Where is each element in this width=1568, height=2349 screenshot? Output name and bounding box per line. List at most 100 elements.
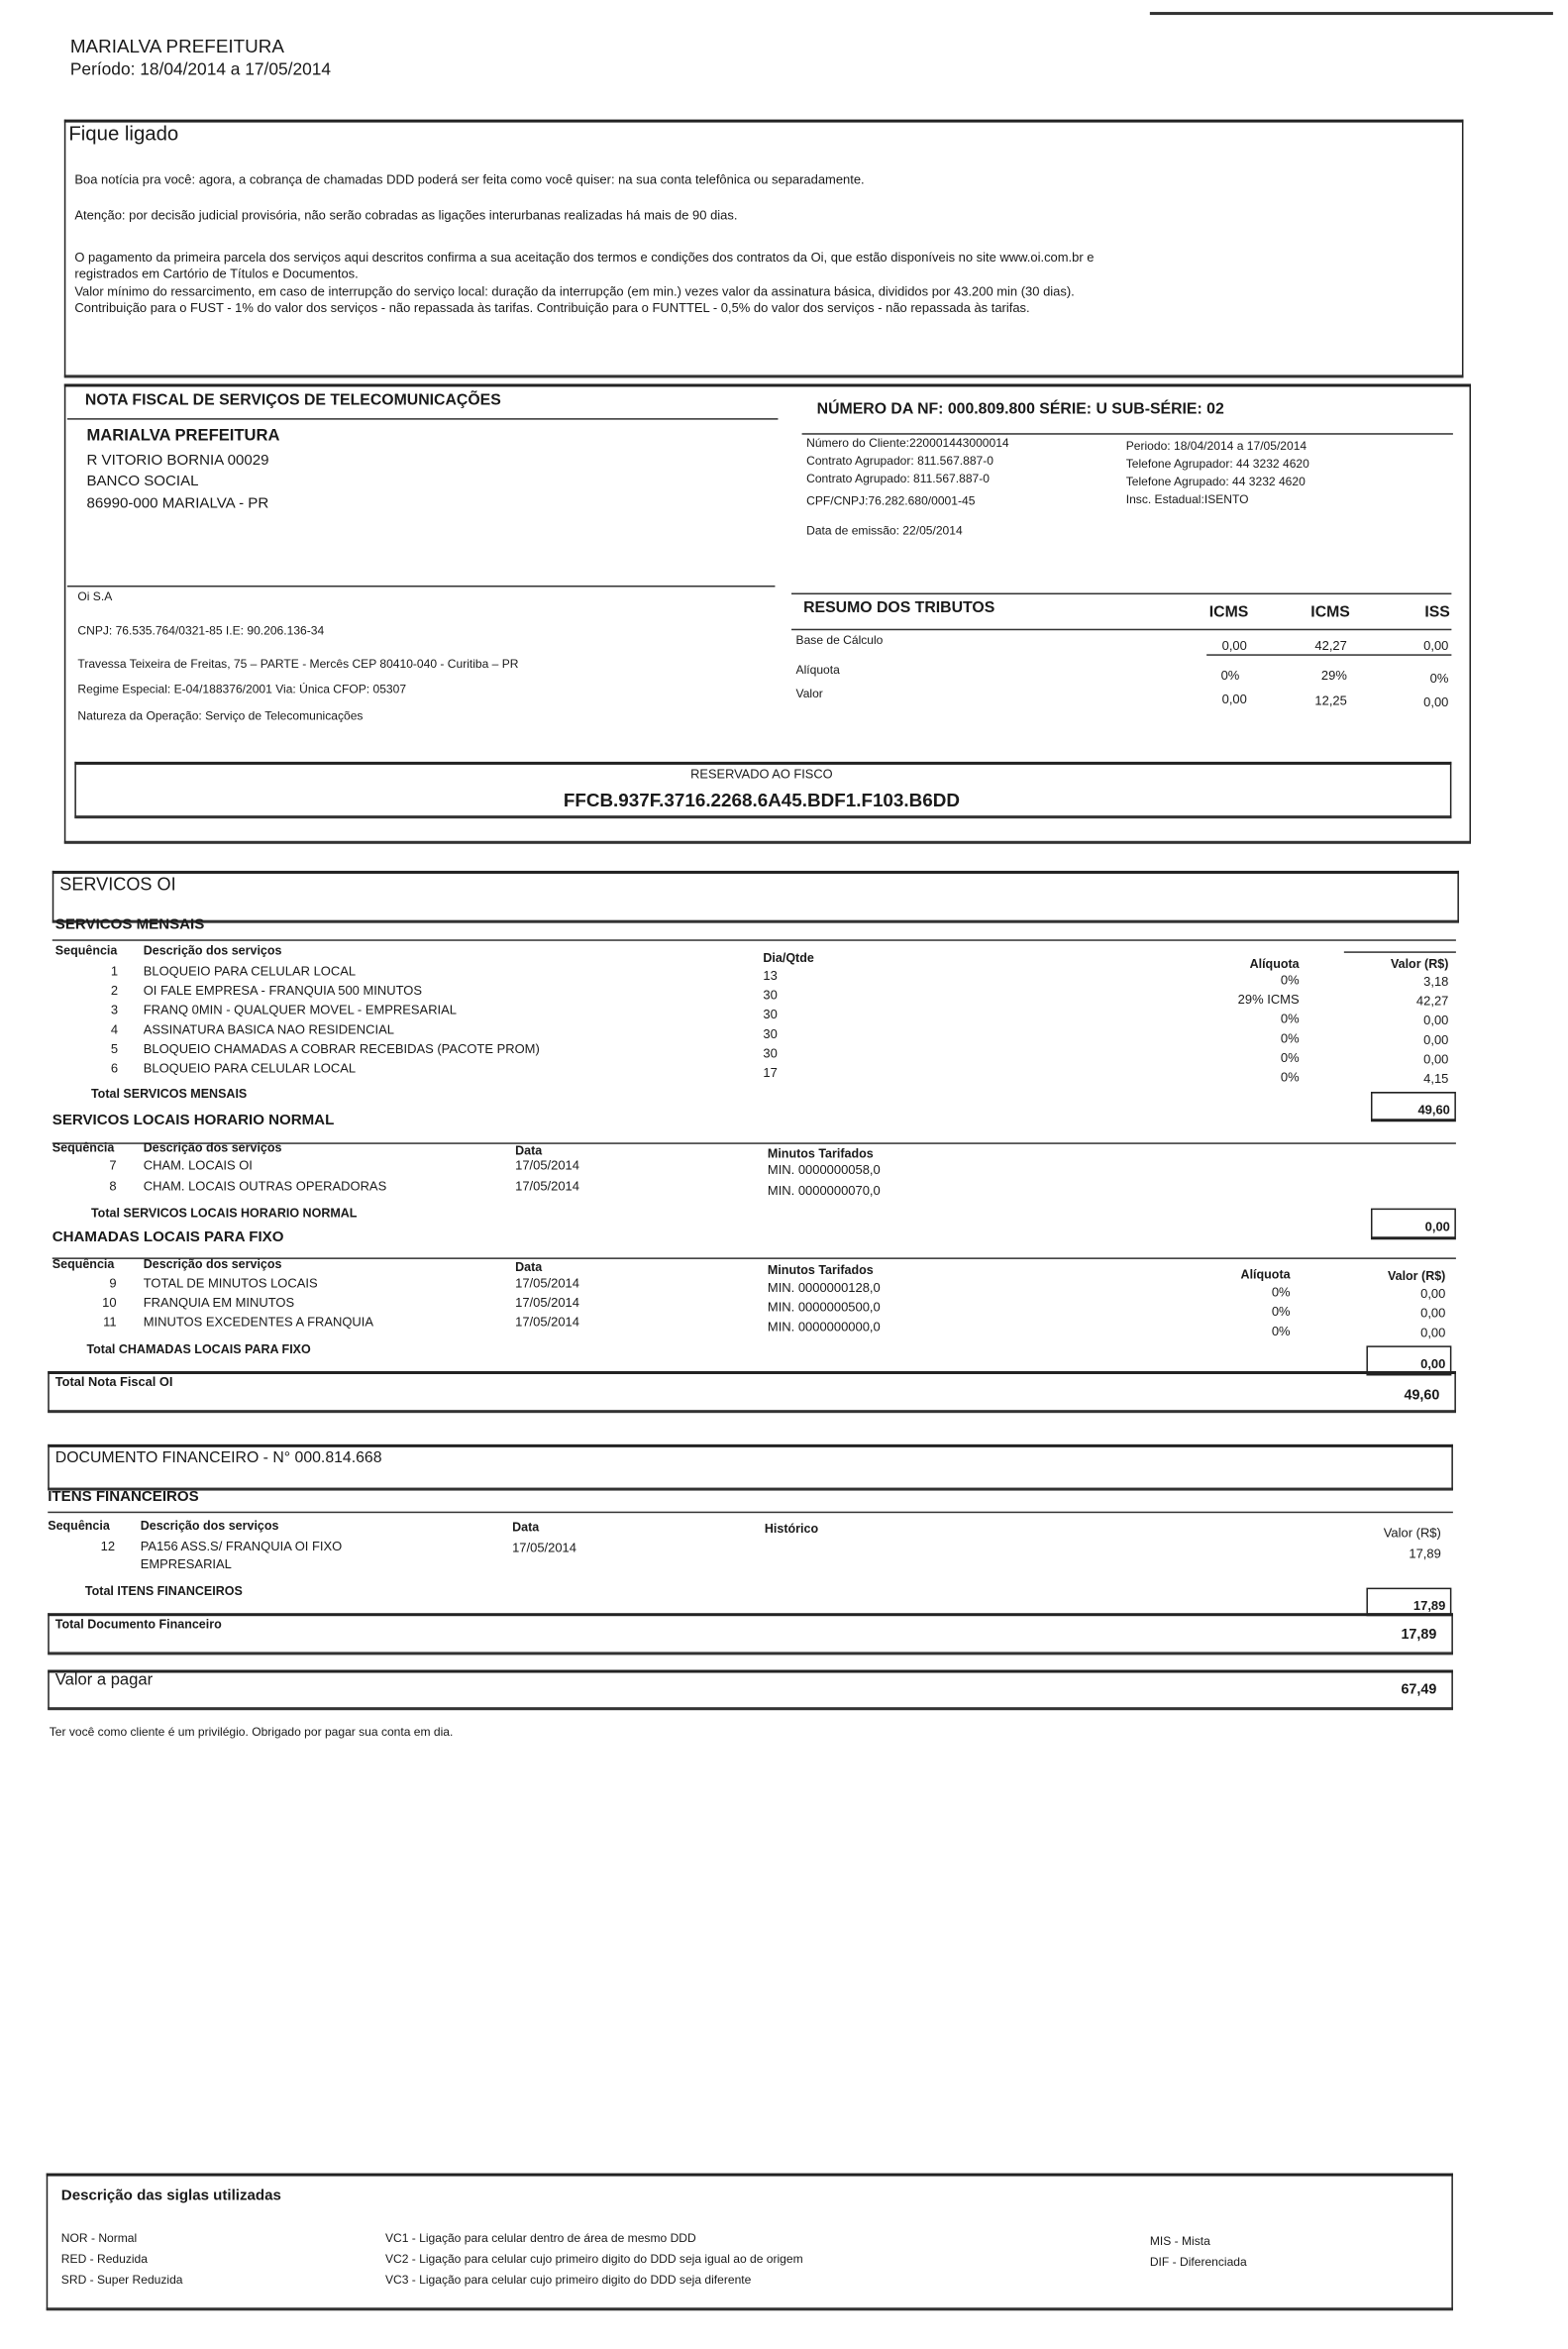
acronyms-title: Descrição das siglas utilizadas — [60, 2188, 281, 2205]
row-date: 17/05/2014 — [512, 1540, 576, 1555]
row-qty: 13 — [763, 967, 778, 984]
section-title: ITENS FINANCEIROS — [48, 1489, 199, 1506]
col-value: Valor (R$) — [1383, 1525, 1441, 1541]
nf-total-value: 49,60 — [1404, 1387, 1440, 1405]
row-value: 0,00 — [1423, 1031, 1449, 1047]
row-rate: 0% — [1271, 1304, 1291, 1320]
divider — [791, 592, 1452, 595]
phone-grouper: Telefone Agrupador: 44 3232 4620 — [1125, 457, 1309, 471]
divider — [52, 1142, 1456, 1144]
acronym: NOR - Normal — [60, 2231, 138, 2245]
acronym: VC3 - Ligação para celular cujo primeiro… — [384, 2273, 752, 2288]
row-desc: FRANQ 0MIN - QUALQUER MOVEL - EMPRESARIA… — [143, 1002, 458, 1017]
issue-date: Data de emissão: 22/05/2014 — [806, 524, 963, 538]
row-desc: PA156 ASS.S/ FRANQUIA OI FIXO — [140, 1538, 343, 1553]
col-history: Histórico — [764, 1520, 819, 1536]
row-qty: 17 — [763, 1064, 778, 1080]
row-desc: BLOQUEIO CHAMADAS A COBRAR RECEBIDAS (PA… — [143, 1040, 540, 1056]
col-date: Data — [515, 1142, 543, 1158]
fisco-code: FFCB.937F.3716.2268.6A45.BDF1.F103.B6DD — [563, 790, 960, 811]
row-date: 17/05/2014 — [515, 1177, 579, 1193]
row-desc: ASSINATURA BASICA NAO RESIDENCIAL — [143, 1021, 394, 1037]
acronym: SRD - Super Reduzida — [60, 2273, 183, 2288]
row-rate: 0% — [1271, 1284, 1291, 1300]
tax-value: 0,00 — [1221, 692, 1247, 707]
nota-fiscal-box — [63, 383, 1471, 844]
divider — [791, 628, 1452, 631]
row-desc: BLOQUEIO PARA CELULAR LOCAL — [143, 1060, 357, 1076]
notice-title: Fique ligado — [68, 122, 179, 146]
fisco-box — [74, 761, 1452, 819]
row-desc: CHAM. LOCAIS OI — [143, 1157, 253, 1173]
tax-value: 0,00 — [1423, 694, 1449, 710]
row-qty: 30 — [763, 987, 778, 1003]
row-rate: 0% — [1280, 1069, 1300, 1085]
row-seq: 5 — [110, 1040, 119, 1056]
row-value: 0,00 — [1420, 1325, 1446, 1340]
issuer-address: Travessa Teixeira de Freitas, 75 – PARTE… — [77, 657, 519, 671]
col-value: Valor (R$) — [1390, 955, 1449, 971]
col-seq: Sequência — [54, 942, 118, 958]
row-date: 17/05/2014 — [515, 1314, 579, 1330]
col-desc: Descrição dos serviços — [140, 1517, 279, 1533]
notice-line: Valor mínimo do ressarcimento, em caso d… — [74, 283, 1075, 299]
financial-doc-title: DOCUMENTO FINANCEIRO - N° 000.814.668 — [54, 1448, 382, 1467]
state-registration: Insc. Estadual:ISENTO — [1125, 492, 1249, 507]
col-date: Data — [515, 1258, 543, 1274]
client-number: Número do Cliente:220001443000014 — [806, 436, 1009, 450]
row-desc: MINUTOS EXCEDENTES A FRANQUIA — [143, 1314, 374, 1330]
total-label: Total SERVICOS MENSAIS — [90, 1086, 248, 1102]
tax-value: 0% — [1220, 667, 1240, 683]
col-rate: Alíquota — [1249, 955, 1300, 971]
row-value: 0,00 — [1420, 1286, 1446, 1302]
tax-value: 12,25 — [1314, 693, 1347, 708]
row-seq: 12 — [100, 1538, 116, 1553]
col-date: Data — [512, 1519, 540, 1535]
fisco-label: RESERVADO AO FISCO — [690, 766, 833, 782]
amount-due-label: Valor a pagar — [54, 1671, 154, 1690]
acronym: VC2 - Ligação para celular cujo primeiro… — [384, 2252, 803, 2267]
contract-grouper: Contrato Agrupador: 811.567.887-0 — [806, 454, 993, 468]
row-qty: 30 — [763, 1045, 778, 1061]
row-value: 4,15 — [1423, 1070, 1449, 1087]
tax-value: 42,27 — [1314, 637, 1347, 653]
col-value: Valor (R$) — [1387, 1267, 1446, 1284]
acronym: RED - Reduzida — [60, 2252, 148, 2267]
row-minutes: MIN. 0000000058,0 — [767, 1161, 881, 1177]
tax-summary-title: RESUMO DOS TRIBUTOS — [803, 598, 995, 617]
notice-line: Atenção: por decisão judicial provisória… — [74, 207, 738, 223]
row-value: 0,00 — [1423, 1051, 1449, 1067]
col-qty: Dia/Qtde — [763, 949, 814, 965]
row-rate: 0% — [1271, 1323, 1291, 1338]
amount-due-box — [48, 1669, 1453, 1711]
nf-total-label: Total Nota Fiscal OI — [54, 1373, 173, 1390]
row-seq: 8 — [109, 1177, 117, 1193]
customer-name: MARIALVA PREFEITURA — [86, 427, 280, 446]
row-minutes: MIN. 0000000128,0 — [767, 1280, 881, 1296]
row-qty: 30 — [763, 1007, 778, 1022]
divider — [52, 1257, 1456, 1259]
row-desc: EMPRESARIAL — [140, 1555, 232, 1571]
tax-header-icms: ICMS — [1310, 603, 1350, 622]
period: Periodo: 18/04/2014 a 17/05/2014 — [1125, 439, 1307, 453]
row-rate: 0% — [1280, 1049, 1300, 1065]
services-title-box — [52, 870, 1459, 923]
col-seq: Sequência — [52, 1255, 115, 1271]
row-desc: BLOQUEIO PARA CELULAR LOCAL — [143, 963, 357, 979]
tax-value: 29% — [1320, 667, 1347, 683]
row-value: 3,18 — [1423, 973, 1449, 990]
row-minutes: MIN. 0000000500,0 — [767, 1299, 881, 1315]
divider — [52, 939, 1456, 941]
acronym: DIF - Diferenciada — [1149, 2255, 1247, 2270]
row-rate: 0% — [1280, 1030, 1300, 1046]
row-value: 17,89 — [1409, 1546, 1441, 1561]
row-value: 42,27 — [1415, 993, 1449, 1009]
col-seq: Sequência — [52, 1139, 115, 1155]
issuer-cnpj: CNPJ: 76.535.764/0321-85 I.E: 90.206.136… — [77, 624, 325, 638]
col-seq: Sequência — [48, 1517, 110, 1533]
row-seq: 10 — [102, 1295, 117, 1311]
row-seq: 3 — [110, 1002, 119, 1017]
tax-header-icms: ICMS — [1208, 603, 1249, 622]
row-value: 0,00 — [1423, 1013, 1449, 1028]
